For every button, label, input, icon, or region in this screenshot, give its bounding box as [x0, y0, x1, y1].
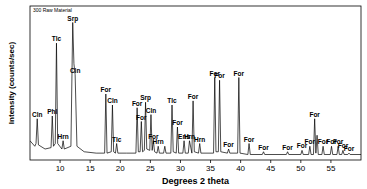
x-tick-label: 15 — [86, 164, 95, 173]
peak-label: For — [309, 111, 320, 118]
x-tick-label: 30 — [176, 164, 185, 173]
x-tick — [270, 160, 271, 163]
peak-label: For — [258, 144, 269, 151]
peak-label: Cln — [70, 67, 81, 74]
x-tick-label: 50 — [296, 164, 305, 173]
x-tick-label: 45 — [266, 164, 275, 173]
peak-label: Cln — [107, 97, 118, 104]
peak-label: For — [234, 70, 245, 77]
peak-label: Tlc — [52, 35, 62, 42]
x-tick-label: 25 — [146, 164, 155, 173]
peak-label: Cln — [146, 107, 157, 114]
chart: 10 15 20 25 30 35 40 45 50 55 Degrees 2 theta Inten… — [0, 0, 367, 189]
peak-label: For — [136, 114, 147, 121]
x-tick — [120, 160, 121, 163]
peak-label: For — [244, 136, 255, 143]
peak-label: Srp — [140, 94, 151, 102]
x-tick-label: 20 — [116, 164, 125, 173]
x-tick-label: 10 — [56, 164, 65, 173]
x-tick — [180, 160, 181, 163]
x-tick-label: 35 — [206, 164, 215, 173]
y-axis-label: Intensity (counts/sec) — [7, 42, 16, 125]
peak-label: For — [282, 144, 293, 151]
plot-frame — [30, 6, 361, 160]
x-tick — [240, 160, 241, 163]
peak-label: For — [214, 72, 225, 79]
x-tick — [150, 160, 151, 163]
series-group — [30, 23, 361, 155]
peak-label: For — [305, 138, 316, 145]
peak-label: Hrn — [57, 133, 68, 140]
x-tick — [300, 160, 301, 163]
peak-label: Cln — [32, 111, 43, 118]
peak-label: Hrn — [153, 138, 164, 145]
title: 300 Raw Material — [33, 7, 72, 13]
x-tick — [210, 160, 211, 163]
x-tick — [90, 160, 91, 163]
peak-label: For — [223, 141, 234, 148]
x-axis-label: Degrees 2 theta — [162, 176, 230, 186]
x-tick-label: 55 — [326, 164, 335, 173]
x-tick-label: 40 — [236, 164, 245, 173]
peak-label: Tlc — [167, 97, 177, 104]
x-tick — [330, 160, 331, 163]
peak-label: For — [344, 145, 355, 152]
peak-label: For — [101, 86, 112, 93]
peak-label: Tlc — [112, 136, 122, 143]
peak-label: Hrn — [194, 136, 205, 143]
peak-label: Srp — [67, 15, 78, 23]
peak-label: For — [172, 119, 183, 126]
peak-label: Phl — [47, 108, 57, 115]
peak-label: For — [188, 93, 199, 100]
pattern-line — [30, 23, 361, 155]
x-tick — [60, 160, 61, 163]
